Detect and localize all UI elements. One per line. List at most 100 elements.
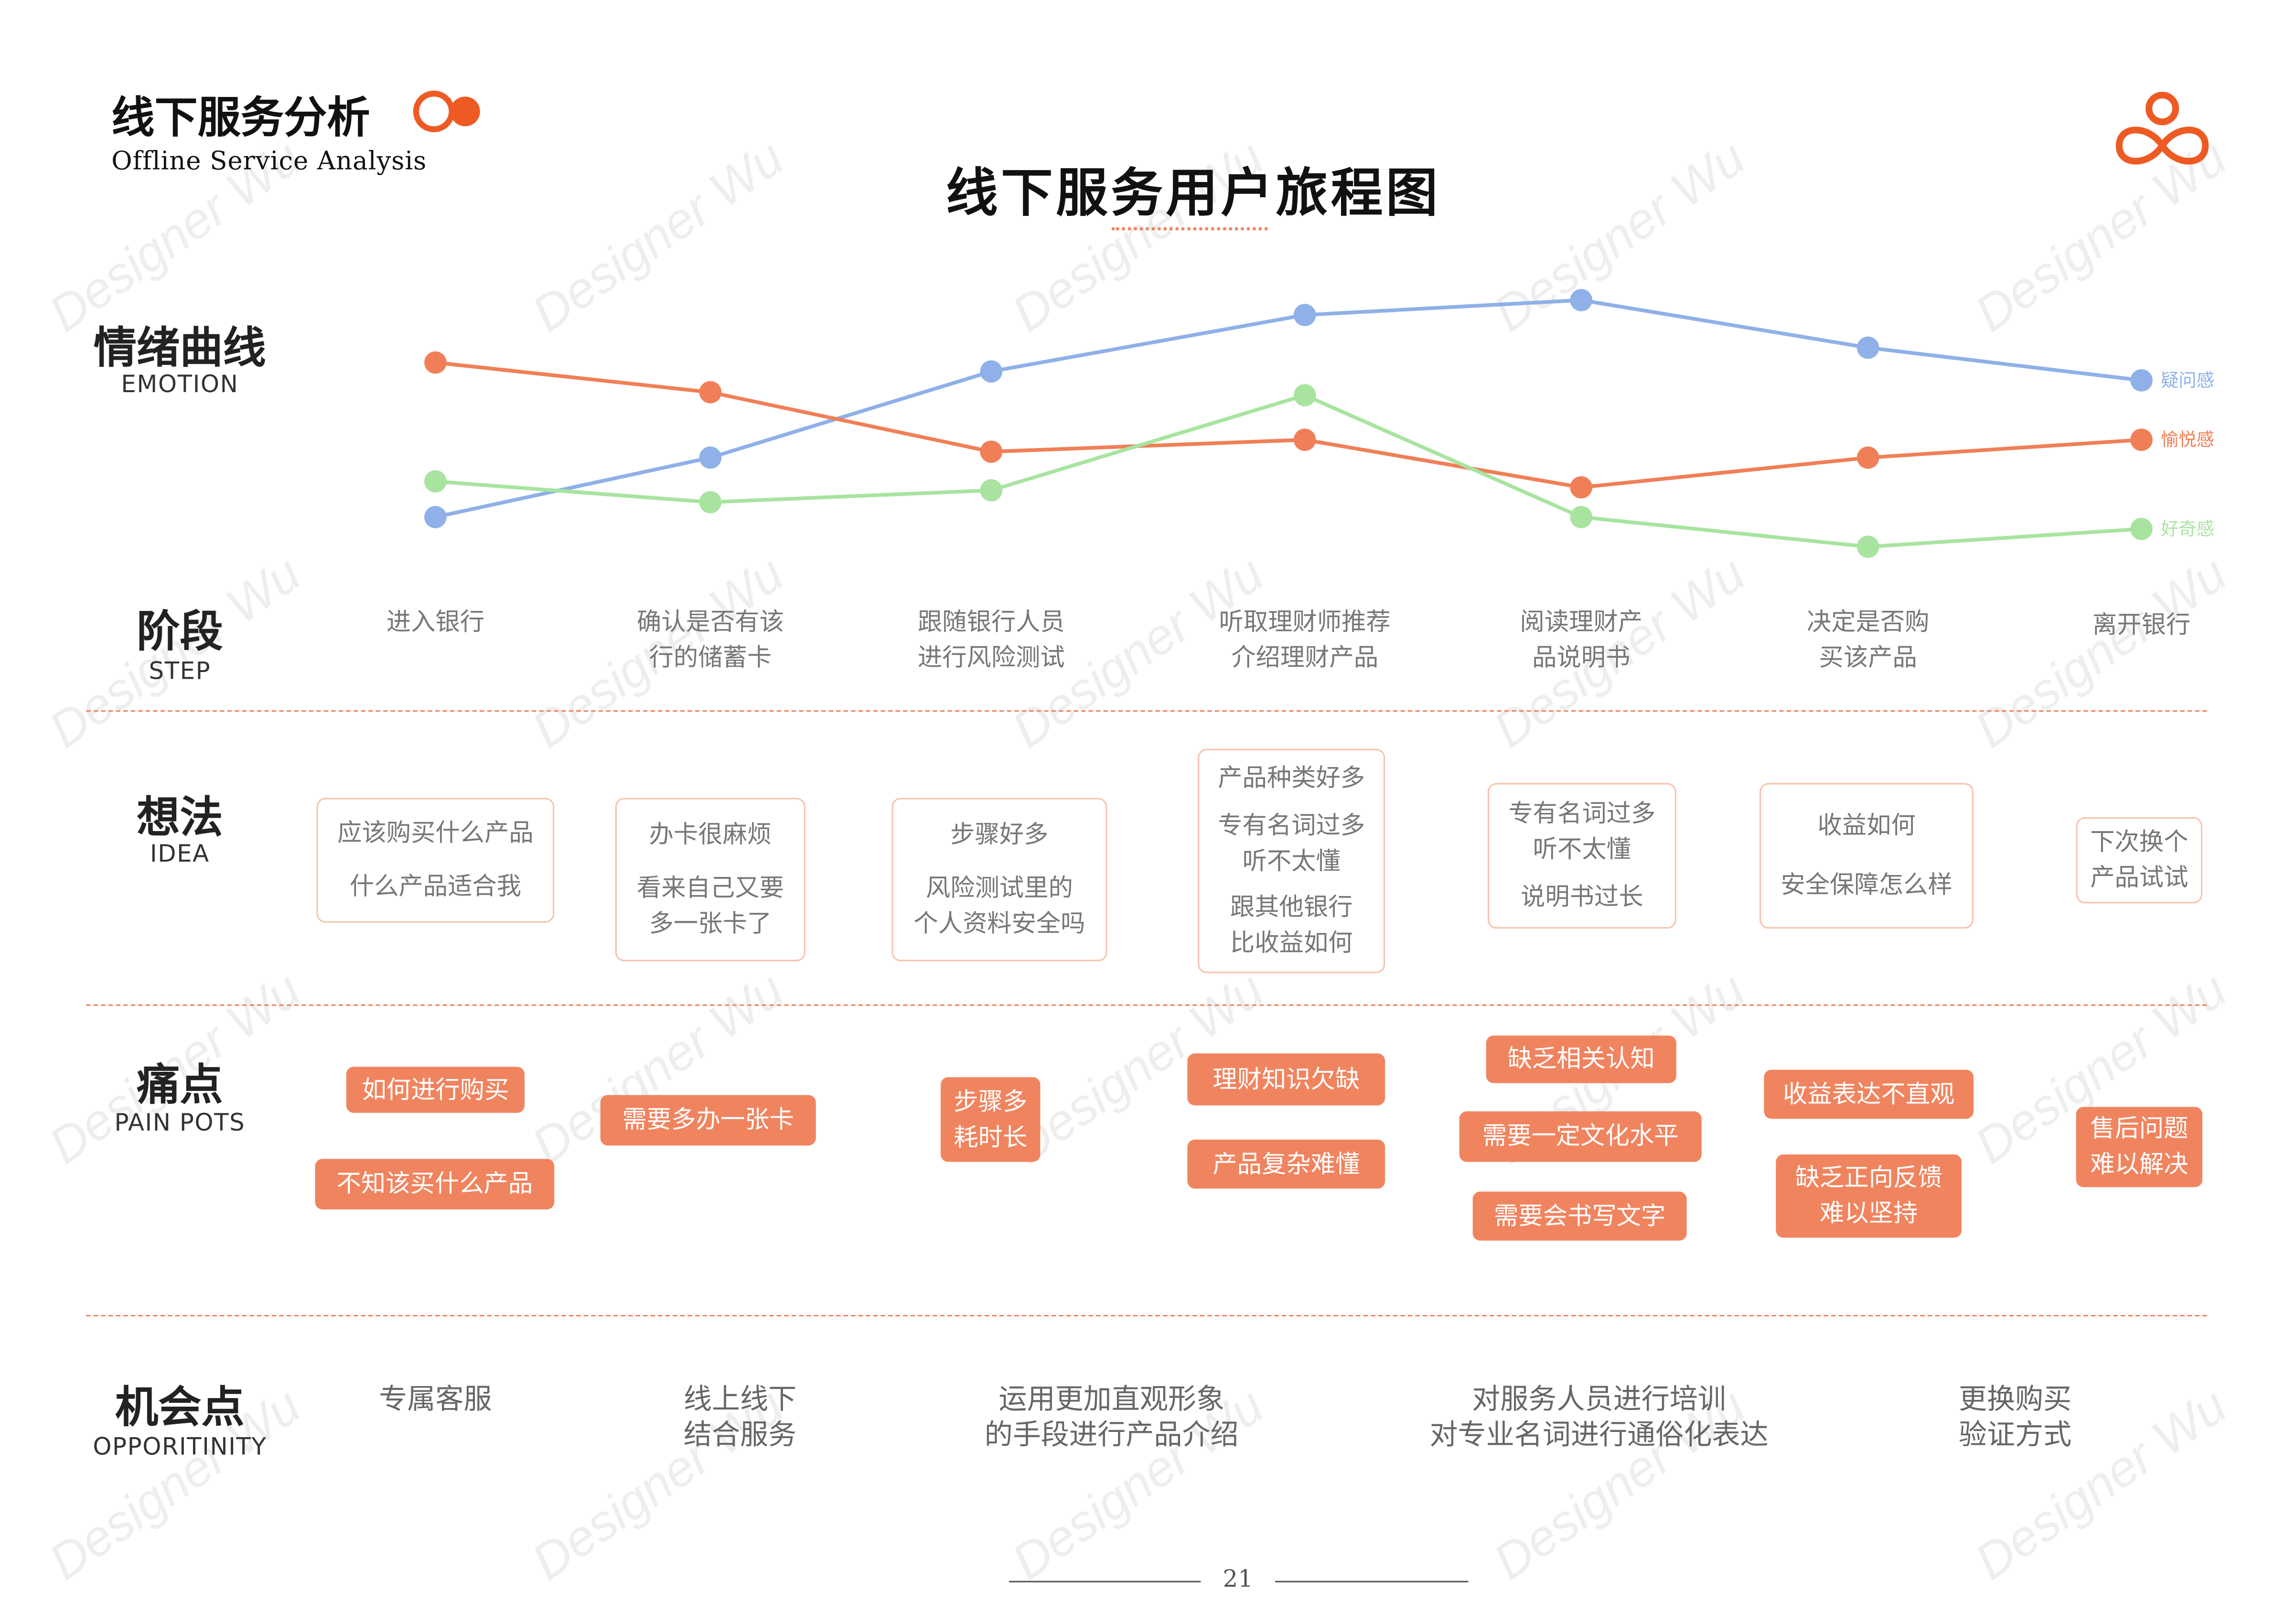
pain-tag: 缺乏相关认知 — [1486, 1036, 1676, 1083]
data-point — [1293, 304, 1316, 326]
opportunity-item: 更换购买 验证方式 — [1777, 1382, 2253, 1453]
step-item: 听取理财师推荐 介绍理财产品 — [1179, 605, 1431, 676]
opportunity-text: 对服务人员进行培训 — [1472, 1383, 1727, 1416]
idea-card: 应该购买什么产品 什么产品适合我 — [316, 798, 555, 923]
pain-text: 需要会书写文字 — [1494, 1201, 1666, 1230]
opportunity-text: 对专业名词进行通俗化表达 — [1429, 1419, 1769, 1452]
data-point — [424, 470, 447, 493]
step-text: 进行风险测试 — [917, 643, 1065, 672]
idea-text: 个人资料安全吗 — [913, 909, 1085, 938]
pain-label: 痛点 — [137, 1059, 223, 1110]
pain-label-en: PAIN POTS — [114, 1108, 246, 1137]
idea-text: 什么产品适合我 — [349, 871, 522, 900]
series-line — [435, 298, 2142, 519]
data-point — [2130, 369, 2153, 392]
data-point — [1570, 476, 1593, 499]
idea-text: 下次换个 — [2090, 827, 2189, 856]
opportunity-item: 专属客服 — [198, 1382, 673, 1418]
idea-text: 跟其他银行 — [1230, 892, 1353, 921]
pain-text: 不知该买什么产品 — [336, 1169, 533, 1198]
divider — [86, 1314, 2207, 1317]
idea-label: 想法 — [137, 792, 223, 843]
data-point — [2130, 518, 2153, 540]
pain-tag: 收益表达不直观 — [1764, 1069, 1974, 1119]
opportunity-label: 机会点 — [115, 1381, 245, 1432]
data-point — [980, 360, 1003, 383]
idea-group: 产品种类好多 — [1218, 761, 1365, 797]
idea-text: 专有名词过多 — [1508, 799, 1656, 828]
pain-text: 难以坚持 — [1820, 1199, 1918, 1228]
title-underline — [1111, 227, 1268, 231]
idea-group: 看来自己又要 多一张卡了 — [637, 871, 784, 942]
data-point — [1570, 506, 1593, 528]
idea-text: 收益如何 — [1817, 811, 1916, 840]
opportunity-text: 更换购买 — [1958, 1383, 2072, 1416]
pain-text: 需要多办一张卡 — [622, 1105, 794, 1134]
step-item: 进入银行 — [309, 605, 562, 641]
idea-text: 办卡很麻烦 — [649, 820, 772, 849]
pain-tag: 产品复杂难懂 — [1187, 1139, 1385, 1189]
step-text: 进入银行 — [386, 608, 485, 636]
opportunity-text: 结合服务 — [683, 1419, 797, 1452]
step-item: 离开银行 — [2015, 608, 2268, 643]
pain-tag: 不知该买什么产品 — [315, 1159, 555, 1210]
pain-tag: 缺乏正向反馈 难以坚持 — [1776, 1154, 1962, 1238]
step-text: 介绍理财产品 — [1231, 643, 1379, 672]
idea-card: 下次换个 产品试试 — [2076, 817, 2203, 904]
section-logo-icon — [413, 90, 480, 132]
data-point — [1293, 384, 1316, 406]
pain-tag: 步骤多 耗时长 — [941, 1077, 1041, 1162]
data-point — [1856, 535, 1879, 558]
step-text: 听取理财师推荐 — [1219, 608, 1391, 636]
idea-group: 步骤好多 — [950, 817, 1048, 853]
data-point — [699, 381, 722, 404]
step-label-en: STEP — [149, 656, 211, 685]
step-item: 决定是否购 买该产品 — [1742, 605, 1995, 676]
idea-text: 说明书过长 — [1521, 882, 1643, 911]
page-number: 21 — [1223, 1564, 1253, 1593]
series-label: 疑问感 — [2161, 370, 2214, 391]
opportunity-text: 验证方式 — [1958, 1419, 2072, 1452]
data-point — [1856, 446, 1879, 469]
idea-group: 专有名词过多 听不太懂 — [1218, 808, 1365, 879]
pain-text: 难以解决 — [2090, 1150, 2189, 1178]
idea-group: 下次换个 产品试试 — [2090, 824, 2188, 896]
data-point — [699, 446, 722, 469]
idea-group: 安全保障怎么样 — [1781, 868, 1952, 904]
idea-text: 产品试试 — [2090, 863, 2189, 892]
pain-text: 如何进行购买 — [362, 1075, 509, 1103]
opportunity-text: 线上线下 — [683, 1383, 797, 1416]
brand-logo-icon — [2115, 92, 2209, 165]
pain-tag: 需要会书写文字 — [1472, 1191, 1687, 1241]
idea-text: 看来自己又要 — [636, 874, 784, 902]
idea-group: 跟其他银行比收益如何 — [1230, 890, 1353, 961]
divider — [86, 710, 2207, 712]
step-text: 离开银行 — [2092, 610, 2191, 639]
opportunity-item: 线上线下 结合服务 — [502, 1382, 977, 1453]
idea-card: 专有名词过多 听不太懂说明书过长 — [1487, 783, 1676, 929]
idea-text: 比收益如何 — [1230, 928, 1353, 957]
step-text: 确认是否有该 — [636, 608, 784, 636]
idea-text: 步骤好多 — [950, 820, 1049, 849]
section-title: 线下服务分析 — [111, 92, 370, 143]
footer-line — [1009, 1580, 1201, 1582]
data-point — [1570, 289, 1593, 311]
series-line — [435, 361, 2142, 490]
data-point — [424, 506, 447, 528]
step-item: 确认是否有该 行的储蓄卡 — [584, 605, 837, 676]
series-label: 好奇感 — [2161, 518, 2214, 539]
idea-text: 安全保障怎么样 — [1781, 870, 1953, 899]
page-title: 线下服务用户旅程图 — [945, 163, 1441, 224]
pain-text: 理财知识欠缺 — [1212, 1064, 1360, 1093]
step-text: 跟随银行人员 — [917, 608, 1065, 636]
idea-group: 说明书过长 — [1521, 880, 1643, 916]
pain-text: 耗时长 — [954, 1122, 1028, 1151]
idea-card: 步骤好多 风险测试里的 个人资料安全吗 — [891, 798, 1107, 961]
opportunity-text: 专属客服 — [379, 1383, 492, 1416]
idea-text: 专有名词过多 — [1218, 810, 1365, 839]
pain-tag: 需要一定文化水平 — [1459, 1111, 1702, 1162]
idea-group: 专有名词过多 听不太懂 — [1508, 796, 1655, 867]
data-point — [980, 479, 1003, 502]
idea-text: 应该购买什么产品 — [337, 819, 534, 848]
